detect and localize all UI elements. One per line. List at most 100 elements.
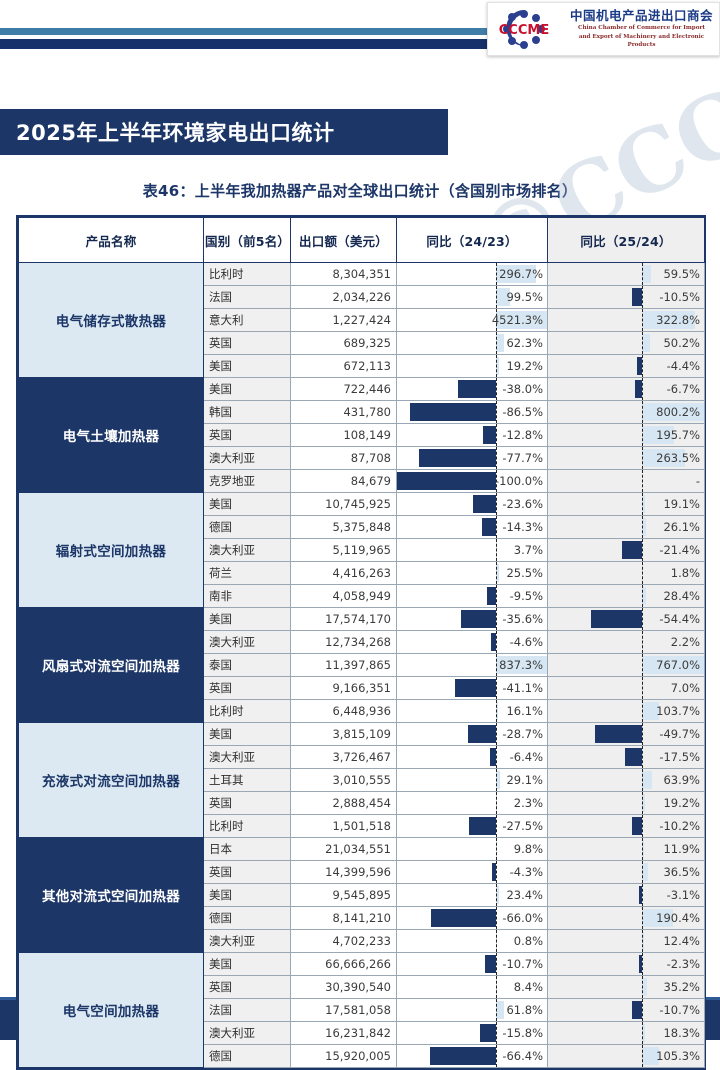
yoy-2524-cell: -4.4% <box>548 355 705 378</box>
data-bar-negative <box>622 541 642 559</box>
yoy-2524-cell: 19.2% <box>548 792 705 815</box>
yoy-2423-cell: 25.5% <box>397 562 548 585</box>
country-cell: 澳大利亚 <box>204 539 291 562</box>
export-value-cell: 87,708 <box>291 447 397 470</box>
data-bar-zero-axis <box>496 769 497 791</box>
country-cell: 韩国 <box>204 401 291 424</box>
yoy-2524-cell-label: 2.2% <box>671 631 700 653</box>
data-bar-zero-axis <box>642 677 643 699</box>
yoy-2423-cell-label: 296.7% <box>499 263 543 285</box>
data-bar-zero-axis <box>496 677 497 699</box>
data-bar-zero-axis <box>496 585 497 607</box>
data-bar-negative <box>430 1047 496 1065</box>
yoy-2524-cell: 105.3% <box>548 1045 705 1068</box>
yoy-2423-cell-label: 0.8% <box>514 930 543 952</box>
country-cell: 澳大利亚 <box>204 631 291 654</box>
data-bar-zero-axis <box>642 309 643 331</box>
cccme-logo: CCCME 中国机电产品进出口商会 China Chamber of Comme… <box>487 2 720 56</box>
data-bar-zero-axis <box>496 631 497 653</box>
yoy-2524-cell-label: -3.1% <box>667 884 700 906</box>
data-bar-zero-axis <box>496 263 497 285</box>
data-bar-zero-axis <box>642 608 643 630</box>
yoy-2524-cell-label: 195.7% <box>656 424 700 446</box>
yoy-2524-cell-label: -10.7% <box>659 999 700 1021</box>
data-bar-negative <box>480 1024 496 1042</box>
yoy-2423-cell: -27.5% <box>397 815 548 838</box>
data-bar-zero-axis <box>642 424 643 446</box>
export-value-cell: 2,888,454 <box>291 792 397 815</box>
yoy-2524-cell: 59.5% <box>548 263 705 286</box>
yoy-2423-cell: -4.6% <box>397 631 548 654</box>
data-bar-negative <box>468 725 496 743</box>
country-cell: 美国 <box>204 378 291 401</box>
product-group-label: 电气储存式散热器 <box>19 263 204 378</box>
yoy-2524-cell: -3.1% <box>548 884 705 907</box>
yoy-2524-cell-label: -10.2% <box>659 815 700 837</box>
data-bar-negative <box>458 380 496 398</box>
yoy-2524-cell-label: 1.8% <box>671 562 700 584</box>
yoy-2423-cell: 16.1% <box>397 700 548 723</box>
product-group-label: 充液式对流空间加热器 <box>19 723 204 838</box>
export-value-cell: 17,574,170 <box>291 608 397 631</box>
data-bar-negative <box>595 725 642 743</box>
country-cell: 美国 <box>204 884 291 907</box>
data-bar-negative <box>632 817 642 835</box>
data-bar-zero-axis <box>496 654 497 676</box>
yoy-2423-cell-label: 4521.3% <box>492 309 543 331</box>
section-title-banner: 2025年上半年环境家电出口统计 <box>0 109 448 155</box>
country-cell: 英国 <box>204 861 291 884</box>
logo-name-en-line1: China Chamber of Commerce for Import <box>564 25 719 33</box>
data-bar-negative <box>591 610 642 628</box>
data-bar-zero-axis <box>496 286 497 308</box>
yoy-2524-cell-label: -10.5% <box>659 286 700 308</box>
yoy-2423-cell: 62.3% <box>397 332 548 355</box>
logo-name-cn: 中国机电产品进出口商会 <box>564 9 719 23</box>
col-header-product: 产品名称 <box>19 218 204 263</box>
export-value-cell: 4,702,233 <box>291 930 397 953</box>
yoy-2423-cell-label: 8.4% <box>514 976 543 998</box>
yoy-2524-cell-label: -4.4% <box>667 355 700 377</box>
yoy-2423-cell: 4521.3% <box>397 309 548 332</box>
country-cell: 法国 <box>204 286 291 309</box>
data-bar-zero-axis <box>642 792 643 814</box>
yoy-2423-cell-label: -12.8% <box>502 424 543 446</box>
export-value-cell: 17,581,058 <box>291 999 397 1022</box>
yoy-2423-cell-label: -4.6% <box>510 631 543 653</box>
yoy-2423-cell-label: -35.6% <box>502 608 543 630</box>
data-bar-negative <box>419 449 496 467</box>
yoy-2524-cell: 190.4% <box>548 907 705 930</box>
yoy-2423-cell-label: -14.3% <box>502 516 543 538</box>
data-bar-zero-axis <box>496 700 497 722</box>
data-bar-zero-axis <box>642 470 643 492</box>
data-bar-zero-axis <box>642 562 643 584</box>
yoy-2524-cell: 800.2% <box>548 401 705 424</box>
data-bar-zero-axis <box>642 516 643 538</box>
yoy-2524-cell: -49.7% <box>548 723 705 746</box>
country-cell: 克罗地亚 <box>204 470 291 493</box>
country-cell: 德国 <box>204 516 291 539</box>
yoy-2423-cell: 3.7% <box>397 539 548 562</box>
country-cell: 荷兰 <box>204 562 291 585</box>
yoy-2423-cell: -66.4% <box>397 1045 548 1068</box>
data-bar-zero-axis <box>642 263 643 285</box>
data-bar-negative <box>469 817 496 835</box>
country-cell: 日本 <box>204 838 291 861</box>
yoy-2423-cell-label: -28.7% <box>502 723 543 745</box>
data-bar-zero-axis <box>642 401 643 423</box>
yoy-2423-cell: -6.4% <box>397 746 548 769</box>
export-value-cell: 3,815,109 <box>291 723 397 746</box>
yoy-2524-cell-label: 19.1% <box>663 493 700 515</box>
product-group-label: 其他对流式空间加热器 <box>19 838 204 953</box>
data-bar <box>548 470 704 492</box>
yoy-2423-cell: 837.3% <box>397 654 548 677</box>
yoy-2423-cell-label: -38.0% <box>502 378 543 400</box>
product-group-label: 电气土壤加热器 <box>19 378 204 493</box>
export-value-cell: 722,446 <box>291 378 397 401</box>
country-cell: 美国 <box>204 953 291 976</box>
data-bar-negative <box>473 495 496 513</box>
table-caption: 表46：上半年我加热器产品对全球出口统计（含国别市场排名） <box>0 180 720 201</box>
data-bar-negative <box>455 679 496 697</box>
data-bar-zero-axis <box>642 999 643 1021</box>
yoy-2423-cell: -100.0% <box>397 470 548 493</box>
